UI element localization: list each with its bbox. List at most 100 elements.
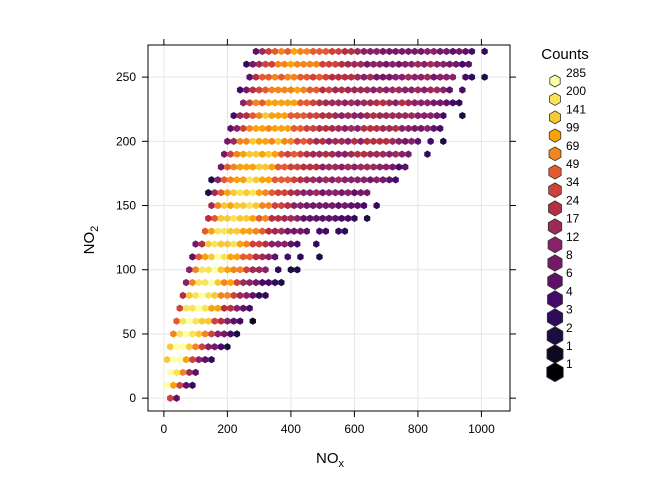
hexbin-cell — [246, 278, 253, 287]
hexbin-cell — [417, 47, 425, 56]
hexbin-cell — [456, 99, 463, 107]
hexbin-cell — [275, 240, 282, 248]
hexbin-cell — [376, 86, 383, 94]
hexbin-cell — [208, 253, 215, 261]
x-tick-label: 400 — [281, 422, 301, 436]
hexbin-cell — [179, 317, 187, 325]
hexbin-cell — [313, 214, 320, 223]
hexbin-cell — [341, 201, 349, 210]
hexbin-cell — [281, 137, 288, 145]
hexbin-cell — [170, 330, 177, 338]
hexbin-cell — [370, 86, 377, 94]
hexbin-cell — [389, 60, 396, 68]
hexbin-cell — [233, 176, 241, 184]
hexbin-cell — [227, 201, 234, 210]
hexbin-cell — [221, 201, 228, 210]
hexbin-cell — [246, 99, 253, 107]
hexbin-cell — [224, 343, 231, 351]
hexbin-cell — [240, 278, 247, 287]
hexbin-cell — [259, 253, 266, 261]
hexbin-cell — [405, 47, 412, 56]
hexbin-cell — [367, 47, 374, 56]
hexbin-cell — [217, 214, 225, 223]
hexbin-cell — [236, 163, 244, 171]
hexbin-cell — [230, 214, 237, 223]
hexbin-cell — [417, 124, 425, 133]
hexbin-cell — [424, 99, 431, 107]
hexbin-cell — [481, 73, 488, 81]
hexbin-cell — [233, 150, 241, 158]
hexbin-cell — [278, 227, 285, 235]
hexbin-cell — [341, 73, 349, 81]
hexbin-cell — [436, 73, 444, 81]
hexbin-cell — [252, 278, 260, 287]
hexbin-cell — [373, 73, 380, 81]
hexbin-cell — [182, 381, 190, 389]
hexbin-cell — [268, 163, 276, 171]
hexbin-cell — [233, 201, 241, 210]
hexbin-cell — [465, 60, 472, 68]
hexbin-cell — [186, 343, 193, 351]
hexbin-cell — [297, 253, 304, 261]
hexbin-cell — [446, 86, 453, 94]
hexbin-cell — [259, 176, 266, 184]
hexbin-cell — [436, 99, 444, 107]
hexbin-cell — [344, 137, 352, 145]
hexbin-cell — [449, 73, 457, 81]
hexbin-cell — [281, 60, 288, 68]
hexbin-cell — [195, 355, 202, 364]
hexbin-cell — [262, 60, 269, 68]
hexbin-cell — [452, 60, 460, 68]
hexbin-cell — [440, 137, 447, 145]
hexbin-cell — [351, 214, 358, 223]
hexbin-cell — [240, 150, 247, 158]
hexbin-cell — [357, 163, 364, 171]
hexbin-cell — [306, 86, 314, 94]
hexbin-cell — [316, 227, 323, 235]
hexbin-cell — [186, 266, 193, 274]
hexbin-cell — [262, 214, 269, 223]
hexbin-cell — [211, 240, 218, 248]
hexbin-cell — [243, 240, 250, 248]
hexbin-cell — [325, 214, 333, 223]
hexbin-cell — [344, 86, 352, 94]
hexbin-cell — [243, 163, 250, 171]
hexbin-cell — [290, 47, 298, 56]
hexbin-cell — [309, 150, 317, 158]
hexbin-cell — [233, 330, 241, 338]
legend-swatch — [546, 362, 564, 383]
hexbin-cell — [382, 163, 390, 171]
grid-lines — [148, 45, 510, 411]
hexbin-cell — [316, 201, 323, 210]
y-tick-label: 200 — [116, 134, 136, 148]
hexbin-cell — [252, 124, 260, 133]
hexbin-cell — [332, 111, 339, 120]
hexbin-cell — [182, 330, 190, 338]
hexbin-cell — [363, 111, 371, 120]
hexbin-cell — [373, 99, 380, 107]
legend-label: 12 — [566, 230, 580, 244]
hexbin-cell — [259, 150, 266, 158]
hexbin-cell — [332, 137, 339, 145]
hexbin-cell — [398, 150, 406, 158]
hexbin-cell — [344, 214, 352, 223]
hexbin-cell — [325, 86, 333, 94]
hexbin-cell — [341, 150, 349, 158]
hexbin-cell — [211, 343, 218, 351]
hexbin-cell — [421, 111, 428, 120]
hexbin-cell — [344, 60, 352, 68]
hexbin-cell — [335, 176, 342, 184]
hexbin-cell — [360, 150, 368, 158]
hexbin-cell — [363, 137, 371, 145]
hexbin-cell — [370, 137, 377, 145]
hexbin-cell — [294, 240, 301, 248]
hexbin-cell — [278, 73, 285, 81]
hexbin-cell — [275, 111, 282, 120]
hexbin-cell — [240, 253, 247, 261]
hexbin-cell — [421, 60, 428, 68]
hexbin-cell — [376, 137, 383, 145]
hexbin-cell — [414, 111, 422, 120]
hexbin-cell — [252, 253, 260, 261]
hexbin-cell — [252, 99, 260, 107]
